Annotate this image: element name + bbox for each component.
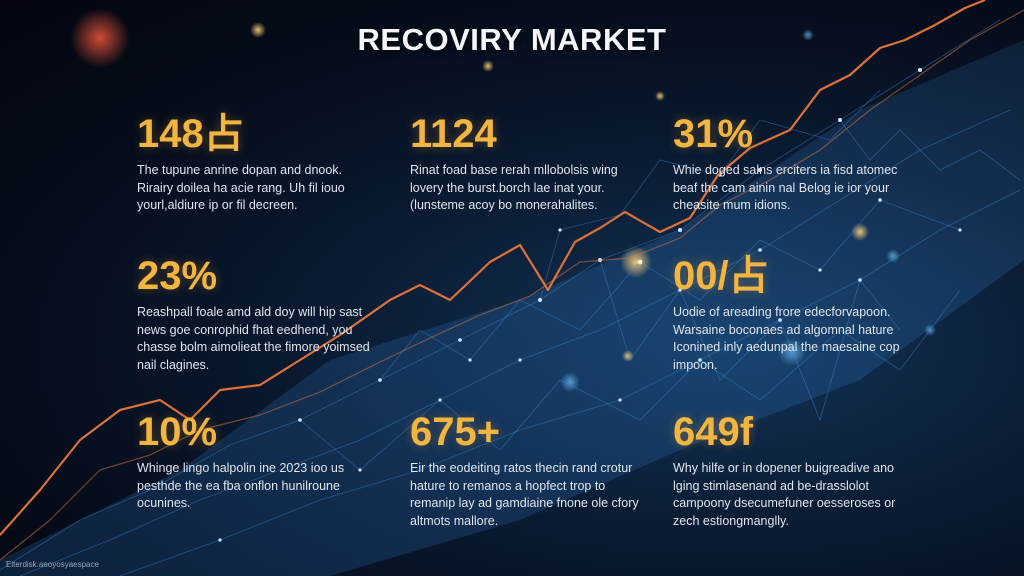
trend-line [0, 0, 986, 536]
stat-description: Rinat foad base rerah mllobolsis wing lo… [410, 163, 618, 212]
stat-card: 1124 Rinat foad base rerah mllobolsis wi… [410, 112, 645, 215]
stat-description: Uodie of areading frore edecforvapoon. W… [673, 305, 900, 372]
stat-card: 31% Whie doged salns erciters ia fisd at… [673, 112, 908, 215]
stat-card: 148占 The tupune anrine dopan and dnook. … [137, 112, 372, 215]
stat-card: 23% Reashpall foale amd ald doy will hip… [137, 254, 372, 374]
stat-value: 675+ [410, 410, 501, 454]
stat-value: 23% [137, 254, 218, 298]
bokeh-light [802, 29, 814, 41]
bokeh-light [924, 324, 936, 336]
bokeh-light [851, 223, 869, 241]
bokeh-light [620, 246, 652, 278]
stat-description: Whinge lingo halpolin ine 2023 ioo us pe… [137, 461, 345, 510]
bokeh-light [622, 350, 634, 362]
stat-description: The tupune anrine dopan and dnook. Rirai… [137, 163, 345, 212]
bokeh-light [778, 338, 806, 366]
bokeh-light [655, 91, 665, 101]
stat-value: 31% [673, 112, 754, 156]
stat-card: 10% Whinge lingo halpolin ine 2023 ioo u… [137, 410, 372, 513]
stat-value: 10% [137, 410, 218, 454]
trend-line-echo [0, 9, 1024, 561]
bokeh-light [886, 249, 900, 263]
trend-glow-band [0, 40, 1024, 576]
stat-description: Eir the eodeiting ratos thecin rand crot… [410, 461, 639, 528]
stat-description: Why hilfe or in dopener buigreadive ano … [673, 461, 896, 528]
stat-value: 148占 [137, 112, 244, 156]
stat-description: Reashpall foale amd ald doy will hip sas… [137, 305, 370, 372]
stat-card: 649f Why hilfe or in dopener buigreadive… [673, 410, 908, 530]
footer-credit: Eiterdisk.aeoyosyaespace [6, 560, 99, 569]
network-nodes [218, 68, 962, 542]
bokeh-light [560, 372, 580, 392]
stat-value: 1124 [410, 112, 497, 156]
network-mesh [0, 19, 1021, 576]
stat-value: 649f [673, 410, 754, 454]
stat-card: 675+ Eir the eodeiting ratos thecin rand… [410, 410, 645, 530]
stat-value: 00/占 [673, 254, 769, 298]
stat-card: 00/占 Uodie of areading frore edecforvapo… [673, 254, 908, 374]
stat-description: Whie doged salns erciters ia fisd atomec… [673, 163, 898, 212]
bokeh-light [482, 60, 494, 72]
page-title: RECOVIRY MARKET [357, 22, 667, 57]
bokeh-light [250, 22, 266, 38]
bokeh-light [70, 8, 130, 68]
